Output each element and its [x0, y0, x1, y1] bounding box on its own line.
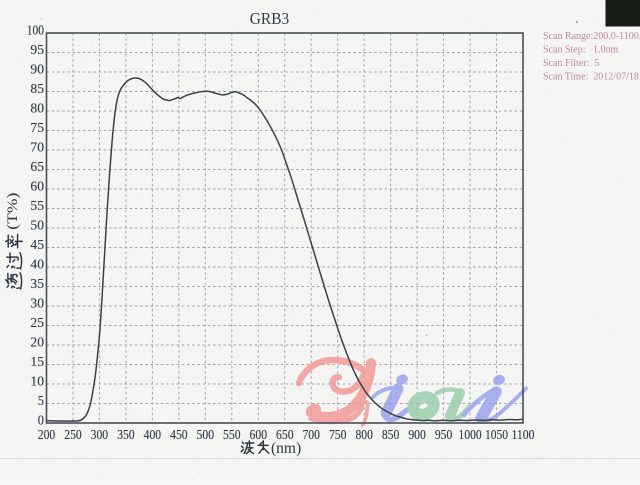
svg-text:900: 900: [408, 427, 426, 442]
svg-text:20: 20: [30, 335, 44, 350]
svg-text:90: 90: [30, 62, 44, 77]
svg-text:450: 450: [170, 427, 188, 442]
svg-text:Scan Range:200.0-1100.0nm: Scan Range:200.0-1100.0nm: [543, 31, 640, 42]
svg-text:15: 15: [30, 354, 44, 369]
svg-text:65: 65: [30, 159, 44, 174]
svg-text:1050: 1050: [485, 427, 508, 442]
svg-text:Scan Step: 1.0nm: Scan Step: 1.0nm: [543, 45, 618, 56]
svg-text:GRB3: GRB3: [250, 9, 290, 28]
svg-text:500: 500: [197, 427, 215, 442]
svg-text:55: 55: [30, 198, 44, 213]
svg-text:0: 0: [38, 413, 44, 428]
svg-text:800: 800: [355, 427, 373, 442]
svg-text:Scan Filter: 5: Scan Filter: 5: [543, 58, 599, 69]
svg-text:30: 30: [30, 296, 44, 311]
svg-text:40: 40: [30, 257, 44, 272]
svg-text:Scan Time: 2012/07/18 16:: Scan Time: 2012/07/18 16:: [543, 72, 640, 83]
svg-text:45: 45: [30, 237, 44, 252]
svg-text:25: 25: [30, 315, 44, 330]
svg-text:250: 250: [64, 427, 82, 442]
svg-text:(T%): (T%): [5, 193, 21, 230]
svg-text:(nm): (nm): [271, 440, 301, 457]
svg-text:400: 400: [144, 427, 162, 442]
svg-text:10: 10: [30, 374, 44, 389]
svg-text:600: 600: [250, 427, 268, 442]
svg-text:1000: 1000: [459, 427, 482, 442]
svg-text:50: 50: [30, 218, 44, 233]
svg-text:300: 300: [91, 427, 109, 442]
svg-text:700: 700: [302, 427, 320, 442]
svg-text:550: 550: [223, 427, 241, 442]
svg-text:100: 100: [27, 23, 44, 38]
svg-text:350: 350: [117, 427, 135, 442]
svg-text:70: 70: [30, 140, 44, 155]
svg-text:200: 200: [38, 427, 56, 442]
svg-text:95: 95: [30, 42, 44, 57]
svg-text:80: 80: [30, 101, 44, 116]
svg-text:750: 750: [329, 427, 347, 442]
svg-text:85: 85: [30, 81, 44, 96]
svg-text:1100: 1100: [511, 427, 534, 442]
svg-text:35: 35: [30, 276, 44, 291]
svg-text:950: 950: [435, 427, 453, 442]
svg-text:850: 850: [382, 427, 400, 442]
svg-text:75: 75: [30, 120, 44, 135]
svg-text:5: 5: [38, 393, 44, 408]
svg-text:60: 60: [30, 179, 44, 194]
